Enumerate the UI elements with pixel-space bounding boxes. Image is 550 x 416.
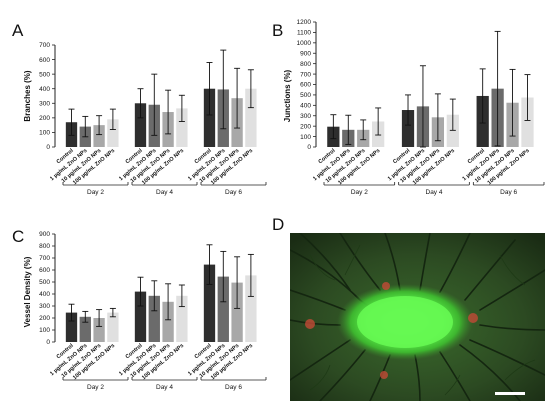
bar-a — [203, 88, 216, 147]
bar-b — [446, 114, 459, 147]
bar-c — [176, 295, 188, 342]
y-tick-label-b: 700 — [300, 71, 311, 78]
group-label-c: Day 4 — [156, 384, 173, 391]
red-spots — [305, 282, 478, 379]
group-label-a: Day 2 — [87, 189, 104, 196]
panel-letter-b: B — [272, 21, 283, 40]
y-tick-label-b: 400 — [300, 103, 311, 110]
bar-a — [245, 88, 257, 147]
y-tick-label-b: 300 — [300, 113, 311, 120]
y-axis-label-c: Vessel Density (%) — [23, 256, 32, 327]
group-label-b: Day 4 — [426, 189, 443, 196]
bar-a — [93, 125, 105, 147]
chart-b: 0 100 200 300 400 500 600 700 800 900 1000 1100 1200… — [297, 19, 545, 196]
y-tick-label-a: 300 — [39, 100, 50, 107]
y-tick-label-b: 1200 — [297, 19, 312, 26]
panel-c: C Vessel Density (%) 0 100 200 300 400 500 600… — [12, 227, 267, 391]
bar-a — [134, 103, 147, 147]
y-tick-label-b: 600 — [300, 82, 311, 89]
y-tick-label-c: 900 — [39, 231, 50, 238]
y-tick-label-a: 700 — [39, 42, 50, 49]
group-label-a: Day 6 — [225, 189, 242, 196]
y-tick-label-b: 1000 — [297, 40, 312, 47]
y-tick-label-a: 200 — [39, 115, 50, 122]
group-label-a: Day 4 — [156, 189, 173, 196]
bar-c — [203, 264, 216, 342]
y-axis-label-b: Junctions (%) — [283, 69, 292, 122]
group-label-b: Day 2 — [351, 189, 368, 196]
y-tick-label-b: 100 — [300, 134, 311, 141]
bar-c — [93, 318, 105, 342]
y-tick-label-b: 500 — [300, 92, 311, 99]
bar-a — [176, 108, 188, 147]
y-axis-label-a: Branches (%) — [23, 70, 32, 121]
group-label-c: Day 6 — [225, 384, 242, 391]
implant-core — [357, 296, 453, 348]
group-label-b: Day 6 — [500, 189, 517, 196]
bar-c — [107, 312, 119, 342]
bar-a — [107, 119, 119, 147]
group-label-c: Day 2 — [87, 384, 104, 391]
y-tick-label-a: 500 — [39, 71, 50, 78]
y-tick-label-b: 200 — [300, 123, 311, 130]
y-tick-label-c: 500 — [39, 279, 50, 286]
panel-d: D — [272, 215, 545, 401]
panel-b: B Junctions (%) 0 100 200 300 400 500 600 700 80… — [272, 19, 545, 196]
bar-b — [521, 97, 534, 147]
bar-c — [134, 291, 147, 342]
scale-bar — [495, 392, 525, 395]
y-tick-label-a: 400 — [39, 86, 50, 93]
bar-c — [217, 276, 229, 342]
y-tick-label-a: 600 — [39, 57, 50, 64]
y-tick-label-c: 600 — [39, 267, 50, 274]
panel-letter-c: C — [12, 227, 24, 246]
panel-letter-d: D — [272, 215, 284, 234]
y-tick-label-b: 900 — [300, 50, 311, 57]
bar-c — [65, 312, 78, 342]
cam-assay-photo — [290, 233, 545, 401]
bar-c — [79, 316, 91, 342]
y-tick-label-b: 1100 — [297, 30, 311, 37]
blood-vessels — [290, 233, 545, 401]
y-tick-label-c: 0 — [46, 339, 50, 346]
y-tick-label-c: 800 — [39, 243, 50, 250]
y-tick-label-c: 200 — [39, 315, 50, 322]
bar-c — [231, 282, 243, 342]
y-tick-label-c: 700 — [39, 255, 50, 262]
y-tick-label-c: 400 — [39, 291, 50, 298]
bar-b — [401, 110, 415, 147]
small-vessels — [309, 244, 536, 396]
bar-c — [245, 275, 257, 342]
y-tick-label-c: 100 — [39, 327, 50, 334]
bar-c — [148, 295, 160, 342]
y-tick-label-a: 0 — [46, 144, 50, 151]
panel-a: A Branches (%) 0100200300400500600700Con… — [12, 21, 267, 196]
y-tick-label-b: 800 — [300, 61, 311, 68]
y-tick-label-a: 100 — [39, 130, 50, 137]
y-tick-label-b: 0 — [307, 144, 311, 151]
y-tick-label-c: 300 — [39, 303, 50, 310]
panel-letter-a: A — [12, 21, 24, 40]
bar-c — [162, 301, 174, 342]
